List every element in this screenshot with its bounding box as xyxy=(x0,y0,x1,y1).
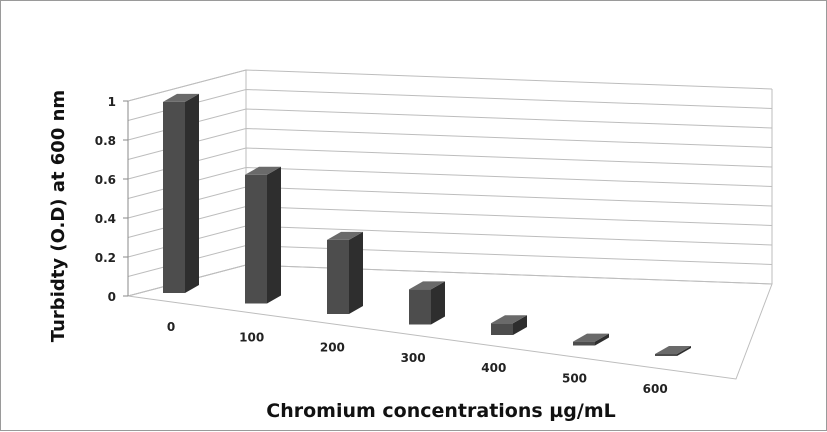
gridline xyxy=(127,147,773,180)
bars xyxy=(163,93,691,356)
bar-600 xyxy=(655,346,691,356)
bar-300 xyxy=(409,281,445,325)
bar-100 xyxy=(245,166,281,304)
y-tick-label: 0.8 xyxy=(95,134,116,148)
y-tick-labels: 0 0.2 0.4 0.6 0.8 1 xyxy=(95,95,128,304)
y-tick-label: 0 xyxy=(108,290,116,304)
bar-side xyxy=(595,333,609,346)
bar-200 xyxy=(327,231,363,314)
bar-front xyxy=(655,354,677,356)
bar-top xyxy=(491,315,527,324)
gridline xyxy=(127,108,773,141)
x-tick-label: 400 xyxy=(481,361,506,375)
x-axis-title: Chromium concentrations µg/mL xyxy=(266,400,615,422)
bar-0 xyxy=(163,93,199,294)
x-tick-label: 600 xyxy=(643,382,668,396)
y-tick-label: 1 xyxy=(108,95,116,109)
x-tick-label: 300 xyxy=(401,351,426,365)
bar-front xyxy=(409,289,431,325)
x-tick-label: 200 xyxy=(320,341,345,355)
bar-top xyxy=(327,231,363,240)
bar-top xyxy=(245,166,281,175)
bar-front xyxy=(245,174,267,304)
y-tick-label: 0.6 xyxy=(95,173,116,187)
gridline xyxy=(127,205,773,238)
floor xyxy=(127,264,773,380)
gridline xyxy=(127,186,773,219)
bar-front xyxy=(327,239,349,314)
gridline xyxy=(127,264,773,297)
gridline xyxy=(127,88,773,121)
y-tick-label: 0.2 xyxy=(95,251,116,265)
gridline xyxy=(127,225,773,258)
bar-side xyxy=(267,166,281,304)
x-tick-label: 100 xyxy=(239,330,264,344)
gridline xyxy=(127,244,773,277)
bar-top xyxy=(655,346,691,354)
bar-front xyxy=(163,101,185,294)
bar-side xyxy=(349,231,363,314)
gridline xyxy=(127,69,773,102)
x-tick-labels: 0 100 200 300 400 500 600 xyxy=(167,320,668,396)
x-tick-label: 500 xyxy=(562,372,587,386)
chart-walls xyxy=(127,69,773,380)
bar-front xyxy=(573,341,595,346)
bar-top xyxy=(573,333,609,342)
bar-top xyxy=(409,281,445,290)
bar-400 xyxy=(491,315,527,335)
bar-side xyxy=(513,315,527,335)
y-axis-title: Turbidty (O.D) at 600 nm xyxy=(48,90,69,342)
bar-front xyxy=(491,323,513,335)
gridline xyxy=(127,127,773,160)
bar-500 xyxy=(573,333,609,346)
bar-side xyxy=(677,346,691,356)
bar-side xyxy=(185,93,199,294)
y-tick-label: 0.4 xyxy=(95,212,116,226)
bar-side xyxy=(431,281,445,325)
x-tick-label: 0 xyxy=(167,320,175,334)
bar-top xyxy=(163,93,199,102)
gridline xyxy=(127,166,773,199)
